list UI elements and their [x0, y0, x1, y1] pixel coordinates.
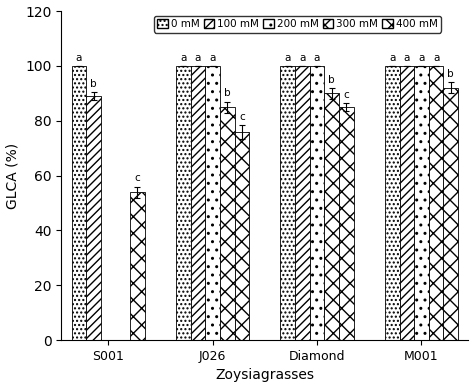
Bar — [191, 66, 205, 340]
Text: c: c — [135, 173, 140, 183]
Bar — [295, 66, 310, 340]
Text: a: a — [210, 53, 216, 62]
Text: a: a — [314, 53, 320, 62]
Text: a: a — [404, 53, 410, 62]
Bar — [205, 66, 220, 340]
Text: a: a — [195, 53, 201, 62]
Text: c: c — [239, 112, 245, 121]
Text: a: a — [299, 53, 306, 62]
Bar — [220, 107, 235, 340]
Bar — [86, 96, 101, 340]
Y-axis label: GLCA (%): GLCA (%) — [6, 142, 19, 209]
Text: a: a — [284, 53, 291, 62]
Bar — [72, 66, 86, 340]
Bar — [176, 66, 191, 340]
Text: b: b — [447, 69, 454, 79]
Text: b: b — [328, 74, 335, 85]
Bar — [414, 66, 429, 340]
Text: a: a — [180, 53, 187, 62]
Bar — [324, 94, 339, 340]
Bar — [429, 66, 443, 340]
Text: a: a — [433, 53, 439, 62]
Bar — [400, 66, 414, 340]
Text: c: c — [343, 90, 349, 100]
Legend: 0 mM, 100 mM, 200 mM, 300 mM, 400 mM: 0 mM, 100 mM, 200 mM, 300 mM, 400 mM — [154, 16, 441, 33]
Text: b: b — [90, 79, 97, 89]
Bar — [339, 107, 354, 340]
Text: a: a — [418, 53, 425, 62]
Bar — [235, 132, 249, 340]
X-axis label: Zoysiagrasses: Zoysiagrasses — [215, 369, 314, 383]
Text: a: a — [389, 53, 395, 62]
Bar — [385, 66, 400, 340]
Bar — [310, 66, 324, 340]
Text: a: a — [76, 53, 82, 62]
Bar — [443, 88, 458, 340]
Bar — [130, 192, 145, 340]
Bar — [281, 66, 295, 340]
Text: b: b — [224, 88, 230, 98]
